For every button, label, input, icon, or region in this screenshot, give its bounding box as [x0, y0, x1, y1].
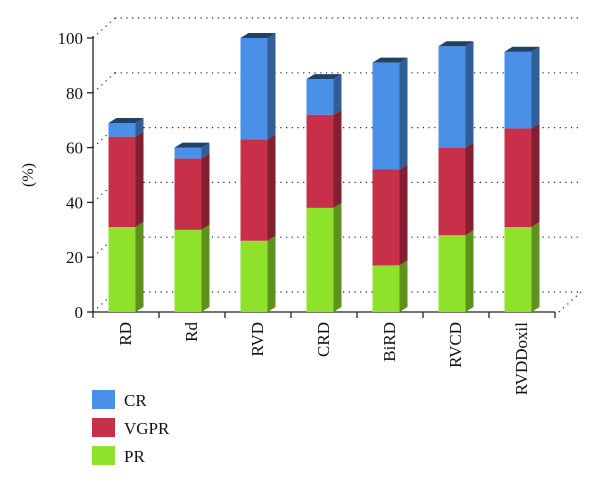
bar-vgpr-crd — [306, 109, 342, 208]
legend-item-pr: PR — [92, 446, 145, 466]
y-tick-label: 100 — [58, 29, 84, 48]
bar-cr-rvcd — [438, 41, 474, 148]
x-category-label: CRD — [314, 322, 333, 357]
x-category-labels: RD Rd RVD CRD BiRD RVCD RVDDoxil — [116, 322, 531, 396]
bar-pr-crd — [306, 202, 342, 312]
bar-vgpr-rvddoxil — [504, 123, 540, 228]
bar-pr-rvcd — [438, 230, 474, 312]
bar-pr-rd — [174, 224, 210, 312]
bar-pr-rd — [108, 222, 144, 312]
bar-cr-rvd — [240, 33, 276, 140]
legend-swatch — [92, 390, 115, 409]
y-tick-label: 80 — [66, 84, 83, 103]
y-tick-label: 60 — [66, 139, 83, 158]
bar-pr-rvd — [240, 235, 276, 312]
bars — [108, 33, 540, 312]
bar-cr-rvddoxil — [504, 46, 540, 129]
legend-item-cr: CR — [92, 390, 147, 410]
bar-vgpr-rvcd — [438, 142, 474, 236]
bar-pr-rvddoxil — [504, 222, 540, 312]
bar-vgpr-rd — [174, 153, 210, 230]
legend-label: PR — [124, 447, 145, 466]
y-tick-label: 40 — [66, 193, 83, 212]
gridline-slant — [92, 17, 116, 39]
bar-vgpr-bird — [372, 164, 408, 266]
legend-label: CR — [124, 391, 147, 410]
x-category-label: RD — [116, 322, 135, 346]
bar-cr-bird — [372, 57, 408, 170]
x-category-label: RVCD — [446, 322, 465, 368]
legend-swatch — [92, 446, 115, 465]
x-category-label: BiRD — [380, 322, 399, 362]
y-tick-label: 0 — [75, 303, 84, 322]
grid-lines — [92, 17, 582, 313]
bar-vgpr-rvd — [240, 134, 276, 241]
legend-swatch — [92, 418, 115, 437]
x-category-label: RVDDoxil — [512, 322, 531, 396]
legend-label: VGPR — [124, 419, 170, 438]
bar-pr-bird — [372, 260, 408, 312]
gridline-slant — [92, 72, 116, 94]
x-category-label: Rd — [182, 322, 201, 342]
legend-item-vgpr: VGPR — [92, 418, 170, 438]
y-tick-labels: 0 20 40 60 80 100 — [58, 29, 84, 322]
x-category-label: RVD — [248, 322, 267, 357]
y-axis-label: (%) — [20, 163, 37, 187]
gridline-slant — [558, 291, 582, 313]
y-tick-label: 20 — [66, 248, 83, 267]
bar-cr-crd — [306, 74, 342, 115]
legend: CR VGPR PR — [92, 390, 170, 466]
bar-cr-rd — [108, 117, 144, 137]
bar-vgpr-rd — [108, 131, 144, 228]
bar-cr-rd — [174, 142, 210, 159]
